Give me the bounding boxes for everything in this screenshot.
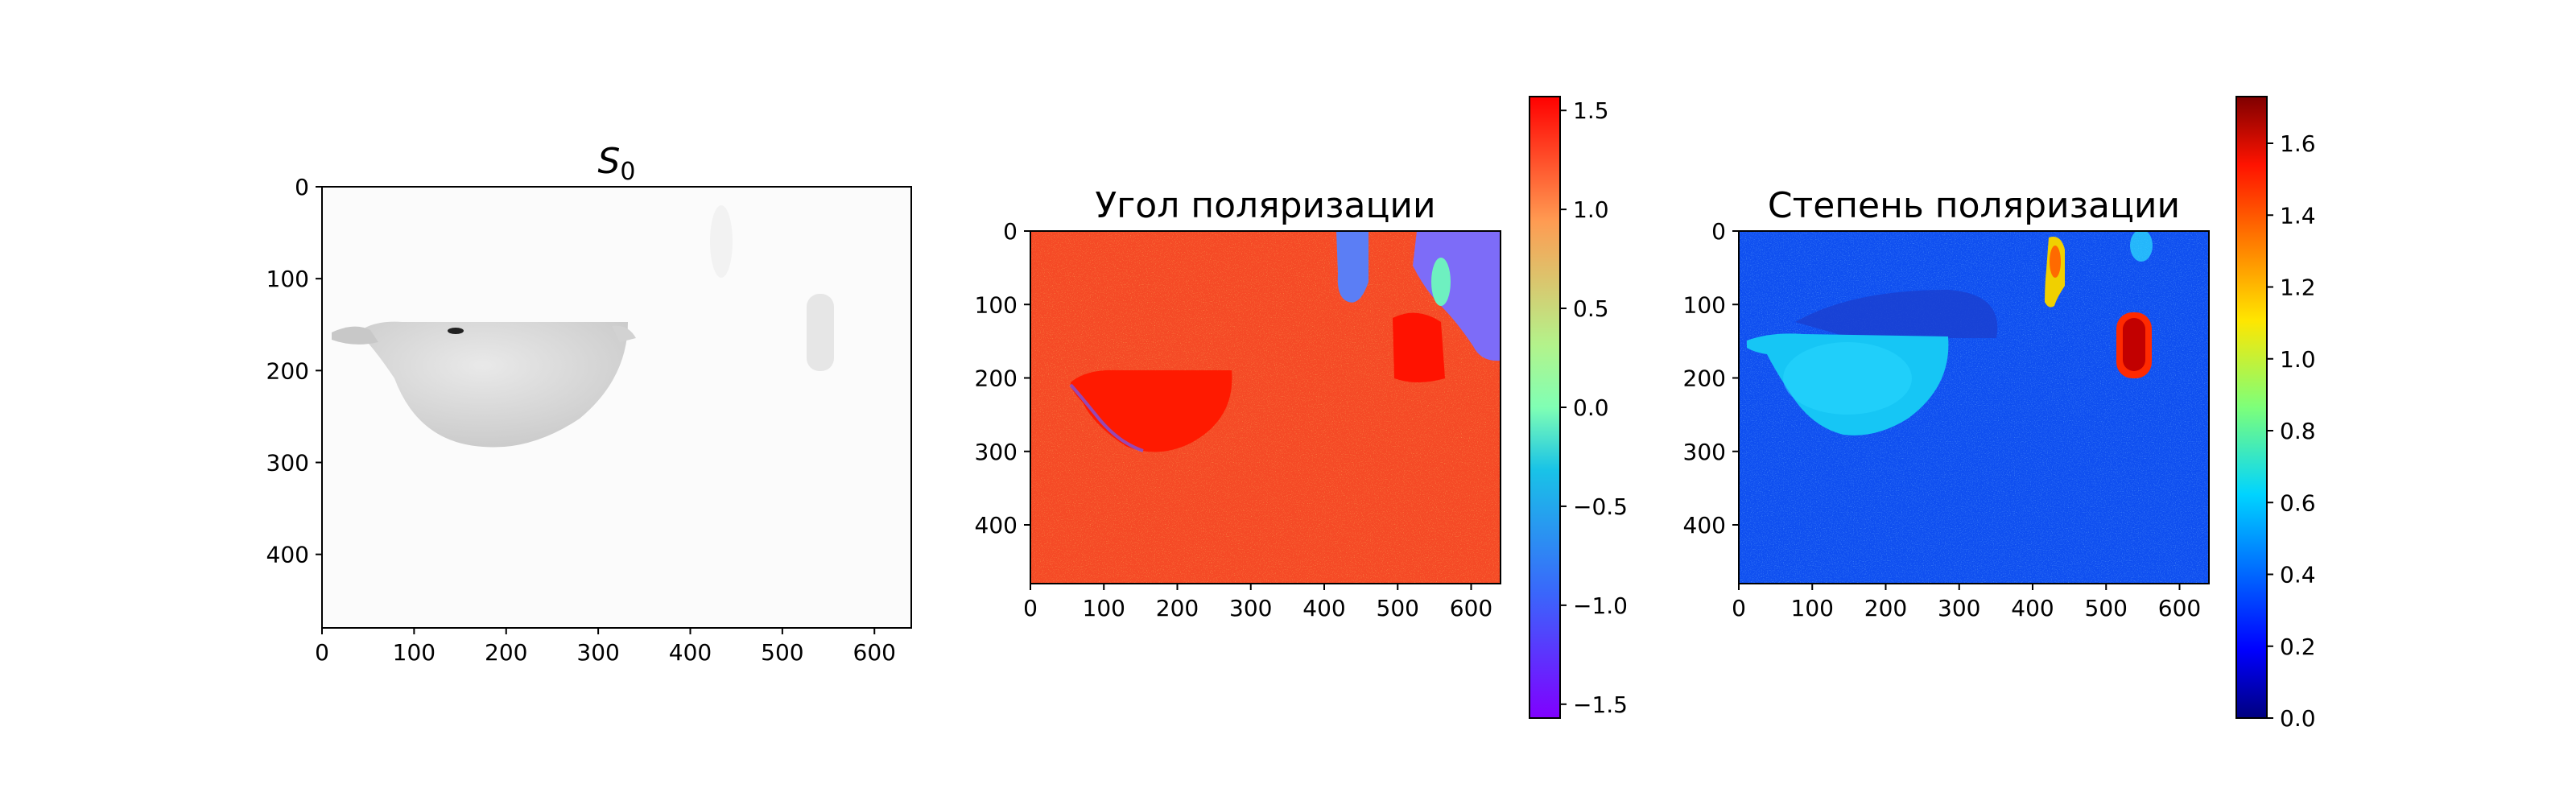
s0-x-tick-label: 200 bbox=[485, 639, 527, 666]
degree-x-tick-label: 400 bbox=[2011, 595, 2054, 621]
s0-bottle bbox=[807, 294, 834, 371]
s0-x-tick-label: 0 bbox=[315, 639, 329, 666]
angle-colorbar-tick-label: 0.5 bbox=[1573, 295, 1609, 322]
panel-degree: 0 100 200 300 400 500 600 0 100 200 300 400 Степень… bbox=[1683, 96, 2316, 732]
angle-colorbar-tick-label: 1.5 bbox=[1573, 97, 1609, 124]
s0-dark-spot bbox=[448, 328, 464, 334]
degree-x-tick-label: 600 bbox=[2158, 595, 2201, 621]
degree-x-tick-label: 200 bbox=[1864, 595, 1907, 621]
s0-y-tick-label: 400 bbox=[266, 542, 309, 568]
s0-bowl-handle-left bbox=[332, 326, 378, 345]
s0-ticks: 0 100 200 300 400 500 600 0 100 200 300 400 bbox=[266, 174, 896, 666]
degree-x-tick-label: 300 bbox=[1938, 595, 1980, 621]
degree-colorbar-ticks: 0.0 0.2 0.4 0.6 0.8 1.0 1.2 1.4 1.6 bbox=[2267, 130, 2316, 732]
degree-bottle-left-core bbox=[2050, 246, 2061, 278]
angle-x-tick-label: 200 bbox=[1156, 595, 1199, 621]
degree-x-tick-label: 0 bbox=[1732, 595, 1746, 621]
angle-bottle-left bbox=[1336, 231, 1368, 303]
degree-colorbar-frame bbox=[2235, 96, 2268, 719]
s0-bowl-handle-right bbox=[612, 325, 636, 342]
angle-image bbox=[1030, 231, 1501, 584]
angle-x-tick-label: 300 bbox=[1229, 595, 1272, 621]
degree-ticks: 0 100 200 300 400 500 600 0 100 200 300 400 bbox=[1683, 218, 2202, 621]
degree-colorbar-tick-label: 0.0 bbox=[2280, 705, 2316, 732]
s0-y-tick-label: 100 bbox=[266, 266, 309, 292]
degree-y-tick-label: 200 bbox=[1683, 365, 1726, 392]
s0-bowl bbox=[364, 321, 628, 448]
angle-colorbar-tick-label: −1.5 bbox=[1573, 691, 1628, 718]
angle-x-tick-label: 500 bbox=[1377, 595, 1419, 621]
degree-bottle-top bbox=[2130, 231, 2153, 262]
degree-bowl-shadow bbox=[1795, 290, 1998, 338]
angle-x-tick-label: 0 bbox=[1023, 595, 1038, 621]
s0-x-tick-label: 500 bbox=[761, 639, 803, 666]
s0-title-subscript: 0 bbox=[620, 158, 635, 186]
s0-x-tick-label: 600 bbox=[853, 639, 896, 666]
degree-y-tick-label: 300 bbox=[1683, 439, 1726, 465]
angle-x-tick-label: 600 bbox=[1450, 595, 1492, 621]
angle-colorbar-ticks: −1.5 −1.0 −0.5 0.0 0.5 1.0 1.5 bbox=[1560, 97, 1628, 718]
angle-colorbar-tick-label: 0.0 bbox=[1573, 394, 1609, 421]
s0-x-tick-label: 100 bbox=[393, 639, 436, 666]
s0-bottle-shadow bbox=[710, 205, 733, 278]
s0-axes-frame bbox=[321, 186, 912, 629]
degree-colorbar-tick-label: 0.2 bbox=[2280, 634, 2316, 660]
degree-x-tick-label: 100 bbox=[1791, 595, 1834, 621]
degree-colorbar-tick-label: 1.2 bbox=[2280, 275, 2316, 301]
angle-x-tick-label: 100 bbox=[1083, 595, 1125, 621]
degree-y-tick-label: 0 bbox=[1711, 218, 1726, 245]
s0-y-tick-label: 300 bbox=[266, 450, 309, 477]
s0-y-tick-label: 0 bbox=[295, 174, 309, 200]
degree-colorbar-tick-label: 0.8 bbox=[2280, 418, 2316, 444]
degree-image bbox=[1739, 231, 2209, 584]
degree-y-tick-label: 100 bbox=[1683, 291, 1726, 318]
angle-bottle-core bbox=[1393, 312, 1445, 382]
degree-colorbar-tick-label: 0.6 bbox=[2280, 489, 2316, 516]
degree-colorbar bbox=[2236, 97, 2267, 718]
degree-y-tick-label: 400 bbox=[1683, 512, 1726, 539]
s0-title-base: S bbox=[597, 141, 620, 182]
angle-title: Угол поляризации bbox=[1095, 185, 1435, 226]
panel-angle: 0 100 200 300 400 500 600 0 100 200 300 400 Угол по… bbox=[975, 96, 1628, 719]
angle-axes-frame bbox=[1030, 230, 1501, 584]
angle-y-tick-label: 300 bbox=[975, 439, 1018, 465]
degree-colorbar-tick-label: 1.4 bbox=[2280, 202, 2316, 229]
angle-x-tick-label: 400 bbox=[1302, 595, 1345, 621]
s0-y-tick-label: 200 bbox=[266, 357, 309, 384]
angle-y-tick-label: 400 bbox=[975, 512, 1018, 539]
degree-x-tick-label: 500 bbox=[2085, 595, 2128, 621]
angle-colorbar-tick-label: −0.5 bbox=[1573, 493, 1628, 520]
s0-x-tick-label: 400 bbox=[669, 639, 712, 666]
angle-ticks: 0 100 200 300 400 500 600 0 100 200 300 400 bbox=[975, 218, 1493, 621]
s0-title: S0 bbox=[597, 141, 635, 186]
degree-title: Степень поляризации bbox=[1768, 185, 2180, 226]
angle-colorbar-tick-label: −1.0 bbox=[1573, 592, 1628, 619]
s0-image bbox=[322, 187, 911, 628]
degree-colorbar-tick-label: 0.4 bbox=[2280, 562, 2316, 588]
angle-bottle-highlight bbox=[1431, 258, 1451, 306]
angle-colorbar-tick-label: 1.0 bbox=[1573, 196, 1609, 223]
angle-colorbar bbox=[1530, 97, 1560, 718]
degree-colorbar-tick-label: 1.0 bbox=[2280, 346, 2316, 373]
degree-colorbar-tick-label: 1.6 bbox=[2280, 130, 2316, 157]
degree-bottle-right-core bbox=[2123, 318, 2145, 371]
angle-y-tick-label: 0 bbox=[1003, 218, 1018, 245]
angle-y-tick-label: 200 bbox=[975, 365, 1018, 392]
degree-axes-frame bbox=[1738, 230, 2210, 584]
angle-y-tick-label: 100 bbox=[975, 291, 1018, 318]
s0-x-tick-label: 300 bbox=[576, 639, 619, 666]
